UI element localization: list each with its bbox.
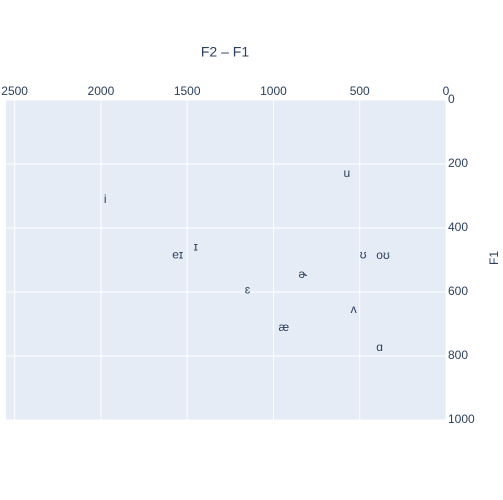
x-tick-label: 0 [443,84,450,98]
y-axis-title: F1 [487,251,501,265]
y-tick-label: 400 [448,220,468,234]
y-tick-label: 200 [448,156,468,170]
x-tick-label: 2500 [1,84,28,98]
y-tick-label: 0 [448,92,455,106]
x-tick-label: 1000 [260,84,287,98]
point-label: ɑ [376,340,383,354]
point-label: ɪ [194,239,198,253]
y-tick-label: 800 [448,348,468,362]
y-tick-label: 1000 [448,412,475,426]
point-label: ɚ [298,267,307,281]
y-tick-label: 600 [448,284,468,298]
point-label: u [343,166,350,180]
point-label: oʊ [376,248,390,262]
x-tick-label: 1500 [174,84,201,98]
point-label: ʌ [351,302,357,316]
point-label: eɪ [172,247,183,261]
point-label: ʊ [360,247,367,261]
x-tick-label: 500 [350,84,370,98]
point-label: i [104,192,107,206]
point-label: æ [278,320,289,334]
chart-title: F2 – F1 [201,44,249,60]
point-label: ɛ [245,282,251,296]
plot-area [6,100,446,420]
x-tick-label: 2000 [88,84,115,98]
